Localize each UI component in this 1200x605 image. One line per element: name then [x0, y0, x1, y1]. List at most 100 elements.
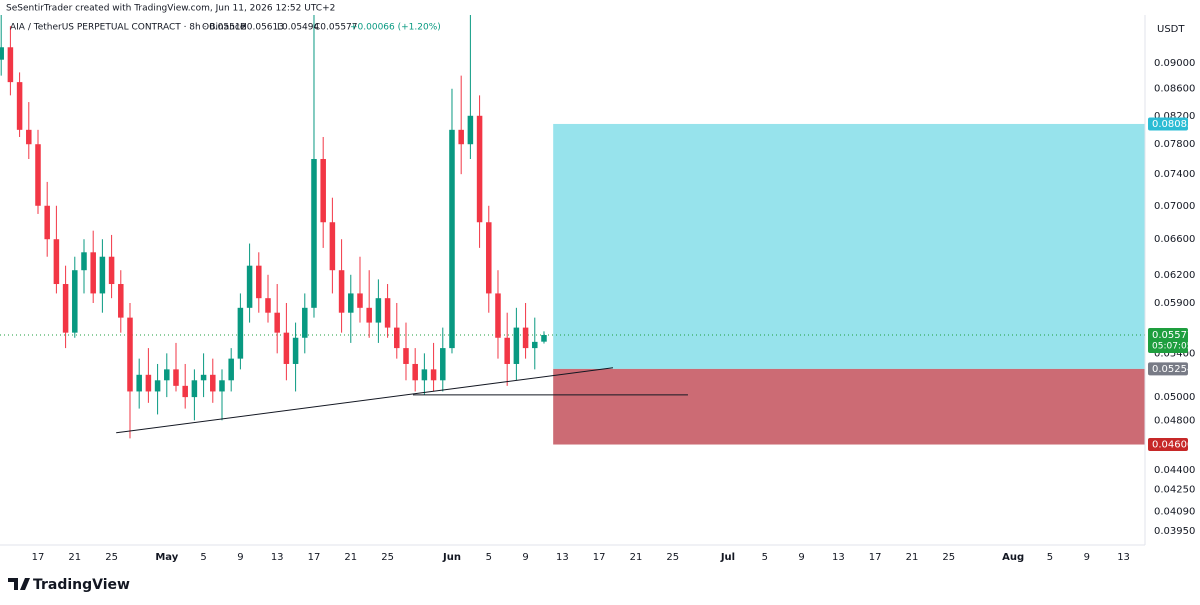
candle-body [486, 222, 492, 294]
currency: USDT [1157, 24, 1185, 35]
ohlc-open: O0.05512 [202, 23, 246, 33]
y-tick-label: 0.05900 [1154, 298, 1195, 309]
candle-body [72, 270, 78, 333]
ohlc-low: L0.05494 [277, 23, 320, 33]
ohlc-change: +0.00066 (+1.20%) [350, 23, 441, 33]
y-tick-label: 0.04090 [1154, 506, 1195, 517]
candle-body [366, 307, 372, 323]
candle-body [90, 252, 96, 294]
x-tick-label: 9 [1084, 552, 1090, 563]
candle-body [228, 358, 234, 381]
countdown: 05:07:05 [1152, 341, 1192, 351]
y-tick-label: 0.07000 [1154, 201, 1195, 212]
y-tick-label: 0.06600 [1154, 234, 1195, 245]
target-label-box [1148, 117, 1188, 131]
candle-body [375, 298, 382, 323]
x-tick-label: 13 [271, 552, 284, 563]
x-tick-label: 25 [666, 552, 679, 563]
x-tick-label: 21 [630, 552, 643, 563]
candle-body [182, 385, 188, 398]
y-tick-label: 0.04250 [1154, 485, 1195, 496]
candle-body [136, 374, 142, 392]
ohlc-close: C0.05577 [314, 23, 358, 33]
candle-body [173, 369, 179, 386]
candle-body [191, 380, 198, 398]
credit: SeSentirTrader created with TradingView.… [6, 4, 335, 14]
y-tick-label: 0.05400 [1154, 348, 1195, 359]
candle-body [256, 265, 262, 299]
x-tick-label: 17 [593, 552, 606, 563]
candle-body [200, 374, 207, 381]
candle-body [274, 312, 280, 333]
entry-label-box [1148, 362, 1188, 376]
candle-body [44, 205, 50, 240]
candle-body [513, 327, 520, 364]
x-tick-label: 13 [832, 552, 845, 563]
candle-body [246, 265, 253, 308]
candle-body [265, 298, 271, 313]
y-tick-label: 0.04400 [1154, 465, 1195, 476]
candle-body [348, 293, 354, 313]
candle-body [108, 256, 115, 285]
candle-body [53, 239, 60, 285]
candle-body [219, 380, 225, 392]
y-tick-label: 0.07800 [1154, 139, 1195, 150]
candle-body [118, 284, 124, 318]
y-tick-label: 0.09000 [1154, 58, 1195, 69]
candle-body [412, 363, 418, 381]
candle-body [338, 270, 345, 313]
y-tick-label: 0.08200 [1154, 111, 1195, 122]
x-tick-label: 21 [906, 552, 919, 563]
candle-body [145, 374, 152, 392]
loss-zone [553, 368, 1145, 445]
candle-body [495, 293, 501, 338]
x-tick-label: 13 [556, 552, 569, 563]
trend-line [116, 367, 614, 434]
candle-body [302, 307, 308, 338]
candle-body [394, 327, 400, 349]
plot-area [0, 15, 1145, 445]
x-tick-label: 5 [762, 552, 768, 563]
entry-label: 0.05254 [1152, 364, 1193, 375]
candle-body [421, 369, 428, 381]
candle-body [127, 317, 133, 392]
y-tick-label: 0.06200 [1154, 270, 1195, 281]
candle-body [99, 256, 106, 294]
x-tick-label: Aug [1002, 552, 1024, 563]
y-tick-label: 0.05000 [1154, 392, 1195, 403]
candle-body [164, 369, 170, 381]
candle-body [7, 47, 14, 83]
x-tick-label: 13 [1117, 552, 1130, 563]
candle-body [522, 327, 529, 349]
candle-body [283, 332, 290, 364]
x-tick-label: 25 [381, 552, 394, 563]
ohlc-high: H0.05613 [240, 23, 284, 33]
candle-body [458, 129, 464, 145]
logo-icon [8, 578, 30, 590]
x-tick-label: 5 [200, 552, 206, 563]
profit-zone [553, 123, 1145, 369]
target-label: 0.08083 [1152, 119, 1193, 130]
x-tick-label: 25 [942, 552, 955, 563]
last-price-label: 0.05577 [1152, 330, 1193, 341]
symbol: AIA / TetherUS PERPETUAL CONTRACT · 8h ·… [10, 23, 246, 33]
stop-label: 0.04600 [1152, 440, 1193, 451]
candle-body [16, 82, 23, 130]
candle-body [35, 144, 41, 206]
candle-body [541, 334, 547, 342]
candle-body [237, 307, 244, 359]
x-tick-label: Jun [442, 552, 461, 563]
candle-body [532, 341, 538, 349]
logo: TradingView [8, 577, 130, 593]
candle-body [292, 337, 299, 364]
logo-text: TradingView [33, 577, 130, 593]
y-tick-label: 0.03950 [1154, 526, 1195, 537]
candle-body [430, 369, 437, 381]
y-tick-label: 0.08600 [1154, 84, 1195, 95]
x-tick-label: 9 [237, 552, 243, 563]
candle-body [210, 374, 216, 392]
candle-body [476, 115, 483, 223]
candle-body [467, 115, 474, 145]
candle-body [384, 298, 391, 328]
